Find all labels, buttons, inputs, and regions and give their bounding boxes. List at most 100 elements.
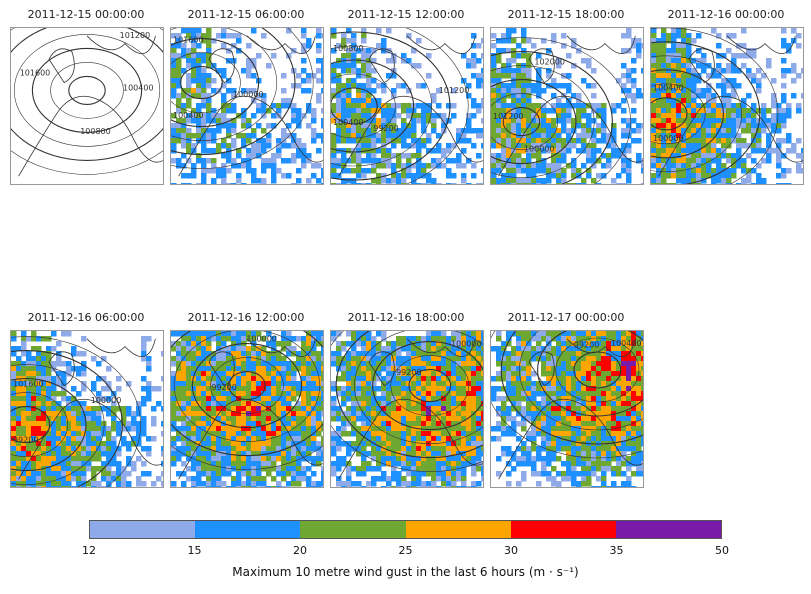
gust-cell — [256, 93, 262, 99]
gust-cell — [21, 456, 27, 462]
gust-cell — [286, 446, 292, 452]
gust-cell — [441, 123, 447, 129]
gust-cell — [691, 148, 697, 154]
gust-cell — [571, 118, 577, 124]
gust-cell — [381, 366, 387, 372]
gust-cell — [676, 123, 682, 129]
gust-cell — [506, 118, 512, 124]
gust-cell — [321, 381, 323, 387]
gust-cell — [171, 143, 177, 149]
isobar-label: 100400 — [333, 118, 364, 127]
gust-cell — [621, 73, 627, 79]
gust-cell — [216, 168, 222, 174]
gust-cell — [416, 366, 422, 372]
gust-cell — [496, 411, 502, 417]
gust-cell — [191, 351, 197, 357]
gust-cell — [516, 331, 522, 337]
gust-cell — [731, 53, 737, 59]
gust-cell — [171, 396, 177, 402]
gust-cell — [241, 461, 247, 467]
gust-cell — [46, 366, 52, 372]
gust-cell — [481, 441, 483, 447]
gust-cell — [346, 376, 352, 382]
gust-cell — [576, 98, 582, 104]
gust-cell — [701, 168, 707, 174]
gust-cell — [291, 366, 297, 372]
gust-cell — [556, 331, 562, 337]
gust-cell — [221, 123, 227, 129]
gust-cell — [231, 331, 237, 337]
gust-cell — [721, 178, 727, 184]
gust-cell — [396, 356, 402, 362]
gust-cell — [701, 123, 707, 129]
gust-cell — [276, 138, 282, 144]
gust-cell — [266, 431, 272, 437]
gust-cell — [426, 341, 432, 347]
gust-cell — [211, 431, 217, 437]
gust-cell — [396, 386, 402, 392]
gust-cell — [481, 476, 483, 482]
gust-cell — [541, 461, 547, 467]
gust-cell — [26, 471, 32, 477]
gust-cell — [221, 103, 227, 109]
gust-cell — [546, 108, 552, 114]
gust-cell — [186, 371, 192, 377]
gust-cell — [456, 446, 462, 452]
gust-cell — [541, 133, 547, 139]
gust-cell — [266, 411, 272, 417]
gust-cell — [216, 406, 222, 412]
gust-cell — [306, 416, 312, 422]
gust-cell — [686, 43, 692, 49]
gust-cell — [416, 103, 422, 109]
gust-cell — [566, 366, 572, 372]
gust-cell — [276, 451, 282, 457]
gust-cell — [306, 78, 312, 84]
gust-cell — [526, 446, 532, 452]
gust-cell — [551, 416, 557, 422]
gust-cell — [556, 63, 562, 69]
gust-cell — [681, 98, 687, 104]
gust-cell — [366, 78, 372, 84]
gust-cell — [476, 451, 482, 457]
gust-cell — [411, 431, 417, 437]
gust-cell — [411, 123, 417, 129]
gust-cell — [301, 143, 307, 149]
gust-cell — [281, 88, 287, 94]
gust-cell — [106, 471, 112, 477]
gust-cell — [336, 138, 342, 144]
gust-cell — [461, 366, 467, 372]
gust-cell — [406, 361, 412, 367]
gust-cell — [376, 183, 382, 184]
gust-cell — [351, 376, 357, 382]
gust-cell — [226, 78, 232, 84]
gust-cell — [16, 356, 22, 362]
gust-cell — [686, 113, 692, 119]
gust-cell — [506, 406, 512, 412]
gust-cell — [141, 356, 147, 362]
gust-cell — [691, 143, 697, 149]
gust-cell — [401, 451, 407, 457]
gust-cell — [771, 103, 777, 109]
gust-cell — [321, 331, 323, 337]
gust-cell — [231, 441, 237, 447]
gust-cell — [721, 78, 727, 84]
gust-cell — [16, 446, 22, 452]
gust-cell — [361, 113, 367, 119]
gust-cell — [711, 103, 717, 109]
gust-cell — [556, 381, 562, 387]
gust-cell — [546, 163, 552, 169]
gust-cell — [471, 366, 477, 372]
gust-cell — [291, 456, 297, 462]
gust-cell — [551, 481, 557, 487]
gust-cell — [446, 158, 452, 164]
gust-cell — [591, 118, 597, 124]
gust-cell — [331, 331, 337, 337]
gust-cell — [266, 466, 272, 472]
gust-cell — [351, 401, 357, 407]
gust-cell — [391, 426, 397, 432]
gust-cell — [396, 113, 402, 119]
gust-cell — [186, 386, 192, 392]
gust-cell — [521, 113, 527, 119]
gust-cell — [531, 148, 537, 154]
gust-cell — [221, 381, 227, 387]
